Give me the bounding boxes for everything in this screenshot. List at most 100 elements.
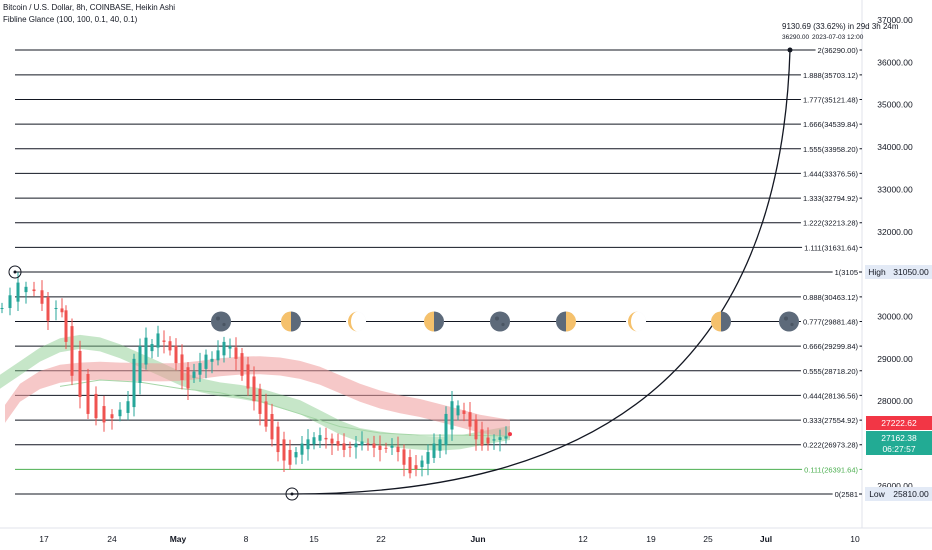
candle-body[interactable] xyxy=(174,345,178,364)
candle-body[interactable] xyxy=(342,443,346,450)
candle-body[interactable] xyxy=(492,439,496,441)
candle-body[interactable] xyxy=(86,373,90,414)
candle-body[interactable] xyxy=(456,405,460,416)
price-axis-label: 32000.00 xyxy=(877,227,913,237)
candle-body[interactable] xyxy=(384,447,388,449)
candle-body[interactable] xyxy=(110,414,114,419)
candle-body[interactable] xyxy=(168,341,172,351)
projection-price: 36290.00 xyxy=(782,34,809,41)
candle-body[interactable] xyxy=(318,435,322,441)
candle-body[interactable] xyxy=(378,445,382,450)
candle-body[interactable] xyxy=(54,308,58,310)
candle-body[interactable] xyxy=(360,441,364,446)
candle-body[interactable] xyxy=(186,367,190,389)
candle-body[interactable] xyxy=(118,409,122,417)
low-anchor-marker[interactable] xyxy=(285,487,299,501)
candle-body[interactable] xyxy=(16,282,20,302)
candle-body[interactable] xyxy=(144,337,148,365)
candle-body[interactable] xyxy=(8,295,12,309)
candle-body[interactable] xyxy=(276,426,280,453)
candle-body[interactable] xyxy=(504,436,508,439)
candle-body[interactable] xyxy=(444,413,448,446)
candle-body[interactable] xyxy=(420,460,424,468)
candle-body[interactable] xyxy=(126,401,130,413)
candle-body[interactable] xyxy=(462,410,466,414)
fib-level-label: 0.222(26973.28) xyxy=(803,441,859,450)
candle-body[interactable] xyxy=(246,364,250,389)
candle-body[interactable] xyxy=(300,443,304,455)
candle-body[interactable] xyxy=(64,310,68,342)
indicator-title[interactable]: Fibline Glance (100, 100, 0.1, 40, 0.1) xyxy=(3,15,138,24)
price-axis-label: 28000.00 xyxy=(877,396,913,406)
candle-body[interactable] xyxy=(102,406,106,423)
candle-body[interactable] xyxy=(94,393,98,419)
candle-body[interactable] xyxy=(222,341,226,356)
candle-body[interactable] xyxy=(498,437,502,440)
high-anchor-marker[interactable] xyxy=(8,265,22,279)
candle-body[interactable] xyxy=(402,449,406,465)
last-price-badge: 27162.38 xyxy=(881,433,917,443)
candle-body[interactable] xyxy=(240,353,244,376)
candle-body[interactable] xyxy=(336,441,340,446)
candle-body[interactable] xyxy=(216,350,220,361)
fib-level-label: 1.444(33376.56) xyxy=(803,169,859,178)
candle-body[interactable] xyxy=(198,363,202,375)
candle-body[interactable] xyxy=(234,347,238,359)
candle-body[interactable] xyxy=(396,446,400,453)
fib-level-label: 1(3105 xyxy=(835,268,858,277)
candle-body[interactable] xyxy=(150,344,154,352)
candle-body[interactable] xyxy=(258,388,262,414)
candle-body[interactable] xyxy=(46,297,50,321)
candle-body[interactable] xyxy=(24,286,28,293)
candle-body[interactable] xyxy=(210,358,214,362)
candle-body[interactable] xyxy=(450,401,454,430)
candle-body[interactable] xyxy=(330,438,334,444)
candle-body[interactable] xyxy=(474,419,478,440)
candle-body[interactable] xyxy=(468,412,472,427)
candle-body[interactable] xyxy=(0,308,4,310)
projection-stats: 9130.69 (33.62%) in 29d 3h 24m xyxy=(782,22,899,31)
candle-body[interactable] xyxy=(486,437,490,444)
fib-level-label: 0.777(29881.48) xyxy=(803,318,859,327)
projection-endpoint[interactable] xyxy=(787,47,793,53)
candle-body[interactable] xyxy=(372,443,376,448)
candle-body[interactable] xyxy=(348,446,352,448)
candle-body[interactable] xyxy=(180,354,184,381)
candle-body[interactable] xyxy=(354,443,358,448)
candle-body[interactable] xyxy=(60,308,64,313)
fib-label-bg xyxy=(800,390,860,402)
candle-body[interactable] xyxy=(438,439,442,451)
candle-body[interactable] xyxy=(306,439,310,450)
candle-body[interactable] xyxy=(414,465,418,470)
candle-body[interactable] xyxy=(426,452,430,464)
candle-body[interactable] xyxy=(156,333,160,348)
symbol-title[interactable]: Bitcoin / U.S. Dollar, 8h, COINBASE, Hei… xyxy=(3,3,176,12)
candle-body[interactable] xyxy=(252,376,256,402)
candle-body[interactable] xyxy=(138,346,142,383)
candle-body[interactable] xyxy=(228,346,232,349)
candle-body[interactable] xyxy=(70,326,74,376)
candle-body[interactable] xyxy=(40,290,44,304)
candle-body[interactable] xyxy=(366,443,370,445)
candle-body[interactable] xyxy=(312,437,316,445)
candle-body[interactable] xyxy=(132,358,136,408)
candle-body[interactable] xyxy=(480,429,484,446)
candle-body[interactable] xyxy=(270,414,274,440)
candle-body[interactable] xyxy=(204,354,208,369)
candle-body[interactable] xyxy=(324,437,328,440)
candle-body[interactable] xyxy=(162,340,166,342)
candle-body[interactable] xyxy=(78,350,82,397)
candle-body[interactable] xyxy=(32,289,36,292)
candle-body[interactable] xyxy=(264,401,268,427)
candle-body[interactable] xyxy=(288,449,292,465)
candle-body[interactable] xyxy=(432,443,436,458)
time-axis-label: Jun xyxy=(470,534,485,544)
candle-body[interactable] xyxy=(282,439,286,461)
candle-body[interactable] xyxy=(294,452,298,458)
candle-body[interactable] xyxy=(192,371,196,378)
candle-body[interactable] xyxy=(390,445,394,448)
candle-body[interactable] xyxy=(408,457,412,474)
moon-shadow xyxy=(291,311,301,332)
